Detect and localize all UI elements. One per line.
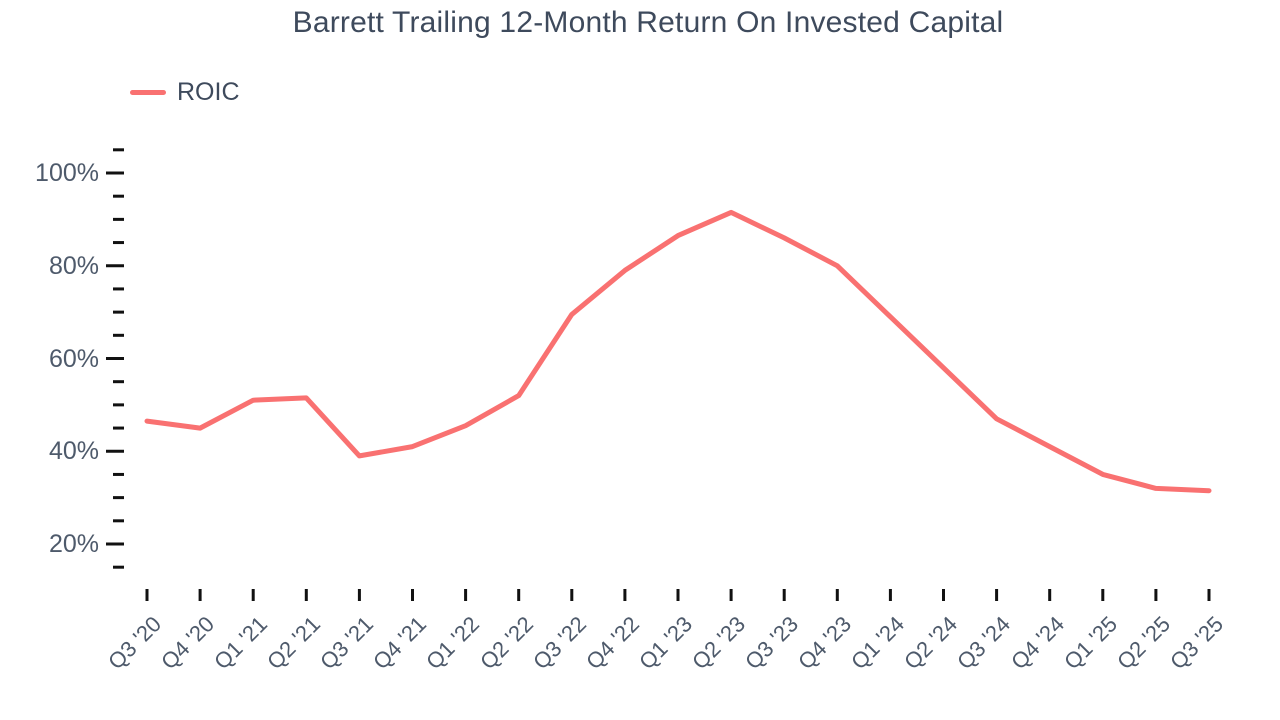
x-axis-tick — [1154, 589, 1158, 601]
x-axis-tick — [570, 589, 574, 601]
x-axis-tick — [835, 589, 839, 601]
y-axis-minor-tick — [113, 496, 124, 500]
x-axis-tick — [198, 589, 202, 601]
x-axis-tick — [411, 589, 414, 601]
x-axis-tick — [464, 589, 468, 601]
x-axis-tick — [1101, 589, 1105, 601]
y-axis-major-tick — [106, 171, 124, 175]
x-axis-tick — [145, 589, 149, 601]
y-axis-major-tick — [106, 542, 124, 546]
y-axis-minor-tick — [113, 472, 124, 476]
legend: ROIC — [130, 78, 240, 106]
y-axis-minor-tick — [113, 403, 124, 407]
y-axis-label-100: 100% — [35, 159, 99, 187]
y-axis-minor-tick — [113, 217, 124, 221]
y-axis-major-tick — [106, 357, 124, 360]
y-axis-minor-tick — [113, 287, 124, 291]
x-axis-tick — [942, 589, 945, 601]
roic-line-series — [144, 209, 1212, 494]
x-axis-tick — [888, 589, 892, 601]
y-axis-label-80: 80% — [48, 251, 99, 280]
y-axis-major-tick — [106, 264, 124, 268]
y-axis-minor-tick — [113, 380, 124, 384]
y-axis-minor-tick — [113, 310, 124, 314]
y-axis-major-tick — [106, 449, 124, 453]
chart-title: Barrett Trailing 12-Month Return On Inve… — [292, 6, 1004, 39]
x-axis-tick — [251, 589, 255, 601]
legend-label: ROIC — [177, 77, 240, 106]
y-axis-minor-tick — [113, 194, 124, 198]
x-axis-tick — [1207, 589, 1211, 601]
y-axis-label-40: 40% — [48, 437, 99, 466]
y-axis-minor-tick — [113, 241, 124, 245]
x-axis-tick — [623, 589, 627, 601]
x-axis-tick — [676, 589, 680, 601]
x-axis-tick — [517, 589, 521, 601]
x-axis-tick — [304, 589, 308, 601]
x-axis-tick — [729, 589, 733, 601]
y-axis-label-60: 60% — [48, 344, 99, 373]
y-axis-minor-tick — [113, 565, 124, 569]
y-axis-minor-tick — [113, 148, 124, 152]
x-axis-tick — [1048, 589, 1052, 601]
x-axis-tick — [995, 589, 999, 601]
y-axis-label-20: 20% — [48, 530, 99, 558]
x-axis-tick — [357, 589, 361, 601]
y-axis-minor-tick — [113, 519, 124, 523]
legend-line-swatch — [130, 89, 166, 95]
x-axis-tick — [782, 589, 786, 601]
y-axis-minor-tick — [113, 333, 124, 337]
y-axis-minor-tick — [113, 426, 124, 430]
